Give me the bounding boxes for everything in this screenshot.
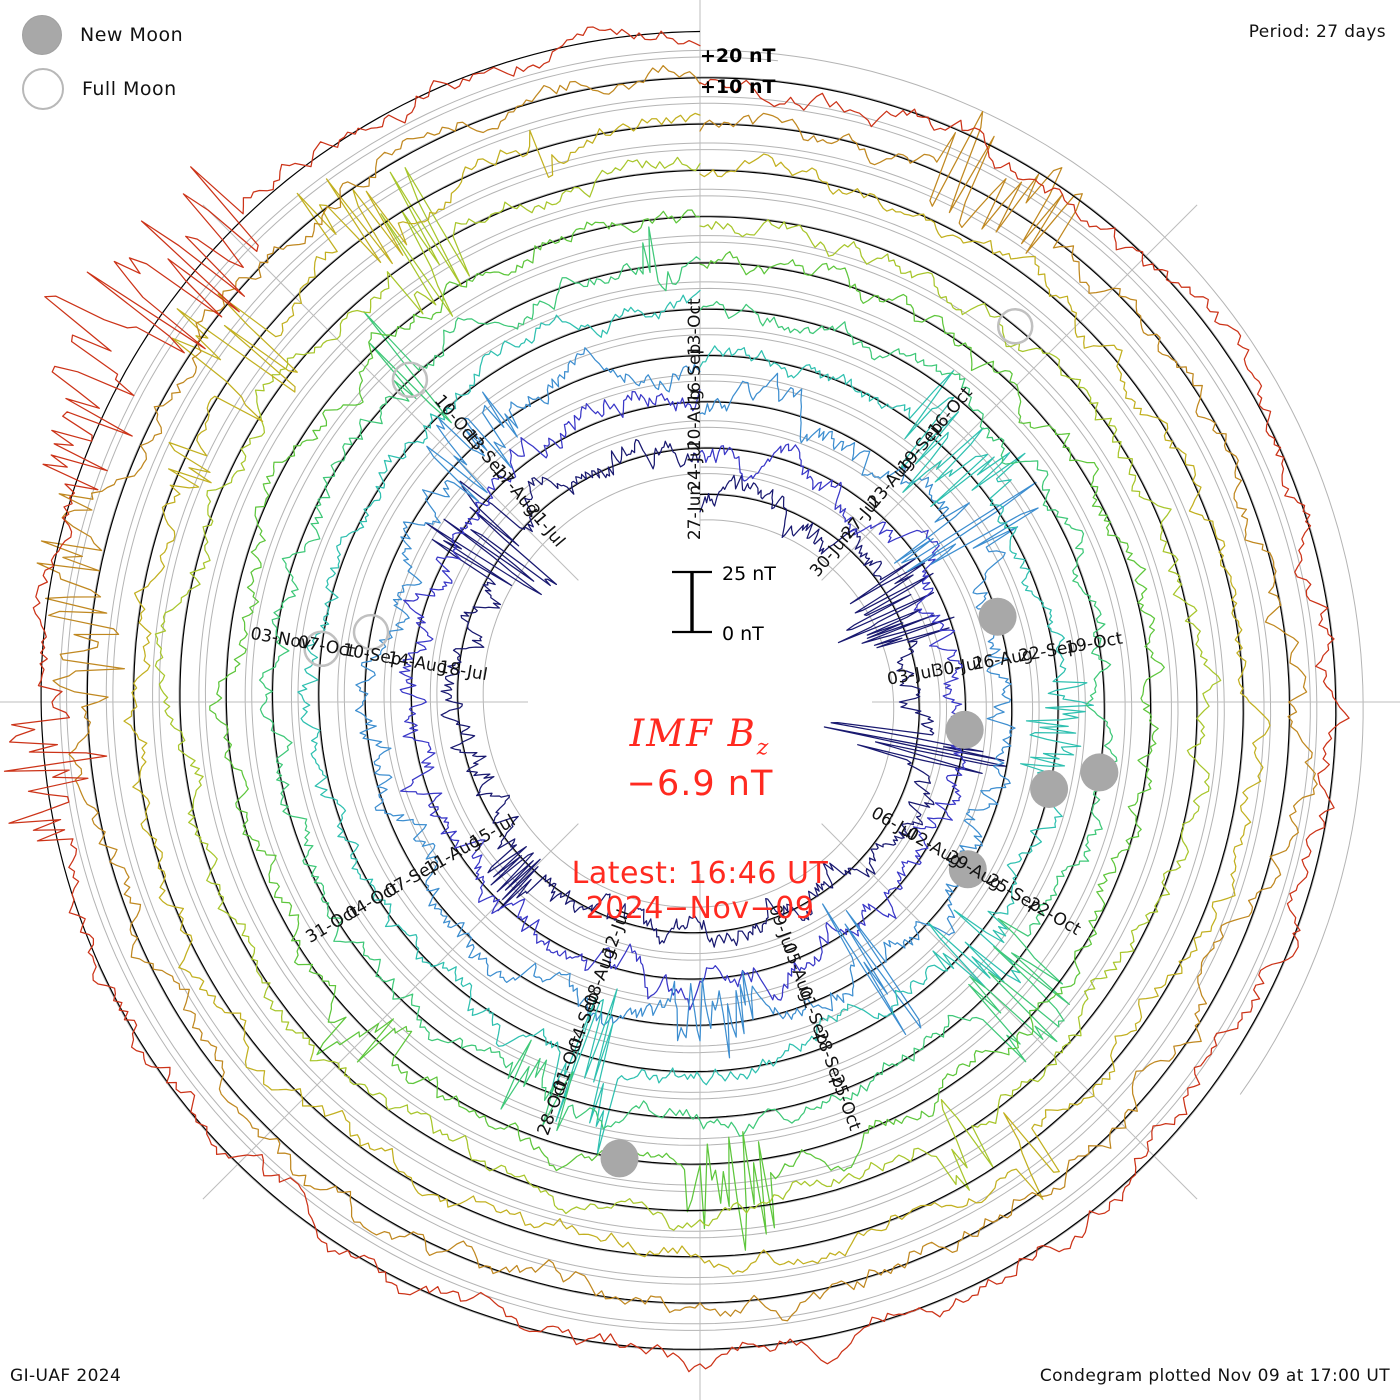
axis-label-inner: +10 nT (700, 76, 776, 98)
quantity-label: IMF Bz (430, 712, 970, 760)
scale-bar-top-label: 25 nT (722, 563, 776, 585)
data-trace (209, 209, 1165, 1251)
scale-bar: 25 nT 0 nT (672, 563, 776, 645)
new-moon-marker (978, 597, 1017, 636)
grid-ring (105, 96, 1272, 1285)
grid-ring (112, 102, 1265, 1279)
radial-gridline (202, 204, 579, 581)
moon-phase-legend: New Moon Full Moon (22, 8, 183, 116)
grid-ring (700, 49, 1364, 1095)
new-moon-marker (1030, 770, 1069, 808)
baseline-arc (410, 401, 966, 980)
plotted-timestamp: Condegram plotted Nov 09 at 17:00 UT (1039, 1366, 1390, 1386)
grid-ring (97, 76, 1338, 1351)
data-trace (425, 438, 1008, 948)
quantity-name: IMF B (629, 712, 757, 755)
data-trace (354, 347, 1039, 1059)
grid-ring (700, 56, 778, 62)
credit-label: GI-UAF 2024 (10, 1366, 122, 1386)
data-trace (123, 112, 1271, 1275)
full-moon-marker (303, 630, 340, 668)
period-label: Period: 27 days (1248, 22, 1386, 42)
date-tick-label: 16-Sep (685, 344, 705, 404)
full-moon-marker (996, 308, 1034, 345)
date-tick-label: 27-Jun (685, 485, 705, 540)
nt-axis-labels: +20 nT +10 nT (700, 45, 776, 98)
date-tick-label: 28-Oct (534, 1077, 573, 1138)
new-moon-marker (948, 850, 987, 889)
grid-ring (66, 56, 1311, 1325)
data-trace (36, 64, 1318, 1322)
data-trace (398, 389, 974, 1011)
new-moon-marker (1080, 753, 1119, 792)
baseline-arc (40, 30, 1337, 1350)
date-tick-label: 25-Oct (826, 1072, 865, 1133)
center-readout: IMF Bz −6.9 nT Latest: 16:46 UT 2024−Nov… (430, 712, 970, 926)
radial-gridline (821, 823, 1198, 1200)
date-tick-label: 24-Jul (685, 442, 705, 491)
full-moon-marker (352, 613, 390, 651)
legend-item-new-moon: New Moon (22, 8, 183, 62)
legend-label-new-moon: New Moon (80, 24, 184, 46)
date-tick-label: 03-Jul (886, 661, 938, 689)
full-moon-marker (391, 361, 429, 399)
legend-label-full-moon: Full Moon (82, 78, 177, 100)
date-tick-label: 22-Oct (1024, 894, 1084, 940)
filled-circle-icon (22, 15, 62, 55)
legend-item-full-moon: Full Moon (22, 62, 183, 116)
latest-date-label: 2024−Nov−09 (585, 891, 815, 927)
data-trace (297, 289, 1094, 1156)
baseline-arc (271, 262, 1105, 1119)
latest-time-label: Latest: 16:46 UT (571, 856, 829, 892)
baseline-arc (179, 169, 1198, 1212)
radial-gridline (821, 204, 1198, 581)
quantity-subscript: z (756, 735, 771, 761)
new-moon-marker (600, 1139, 639, 1178)
data-trace (154, 156, 1222, 1231)
scale-bar-bottom-label: 0 nT (722, 623, 764, 645)
date-tick-label: 13-Oct (685, 298, 705, 356)
new-moon-marker (945, 710, 984, 749)
open-circle-icon (22, 68, 64, 110)
current-value: −6.9 nT (626, 764, 774, 805)
data-traces (3, 26, 1350, 1373)
data-trace (258, 226, 1118, 1137)
date-tick-label: 03-Nov (249, 624, 313, 654)
date-tick-label: 31-Oct (302, 901, 362, 947)
moon-markers (303, 308, 1119, 1178)
axis-label-outer: +20 nT (700, 45, 776, 67)
baseline-arc (225, 216, 1152, 1165)
baseline-arc (457, 447, 920, 934)
date-tick-label: 20-Aug (685, 390, 705, 451)
data-trace (3, 26, 1350, 1373)
baseline-arc (318, 308, 1059, 1073)
